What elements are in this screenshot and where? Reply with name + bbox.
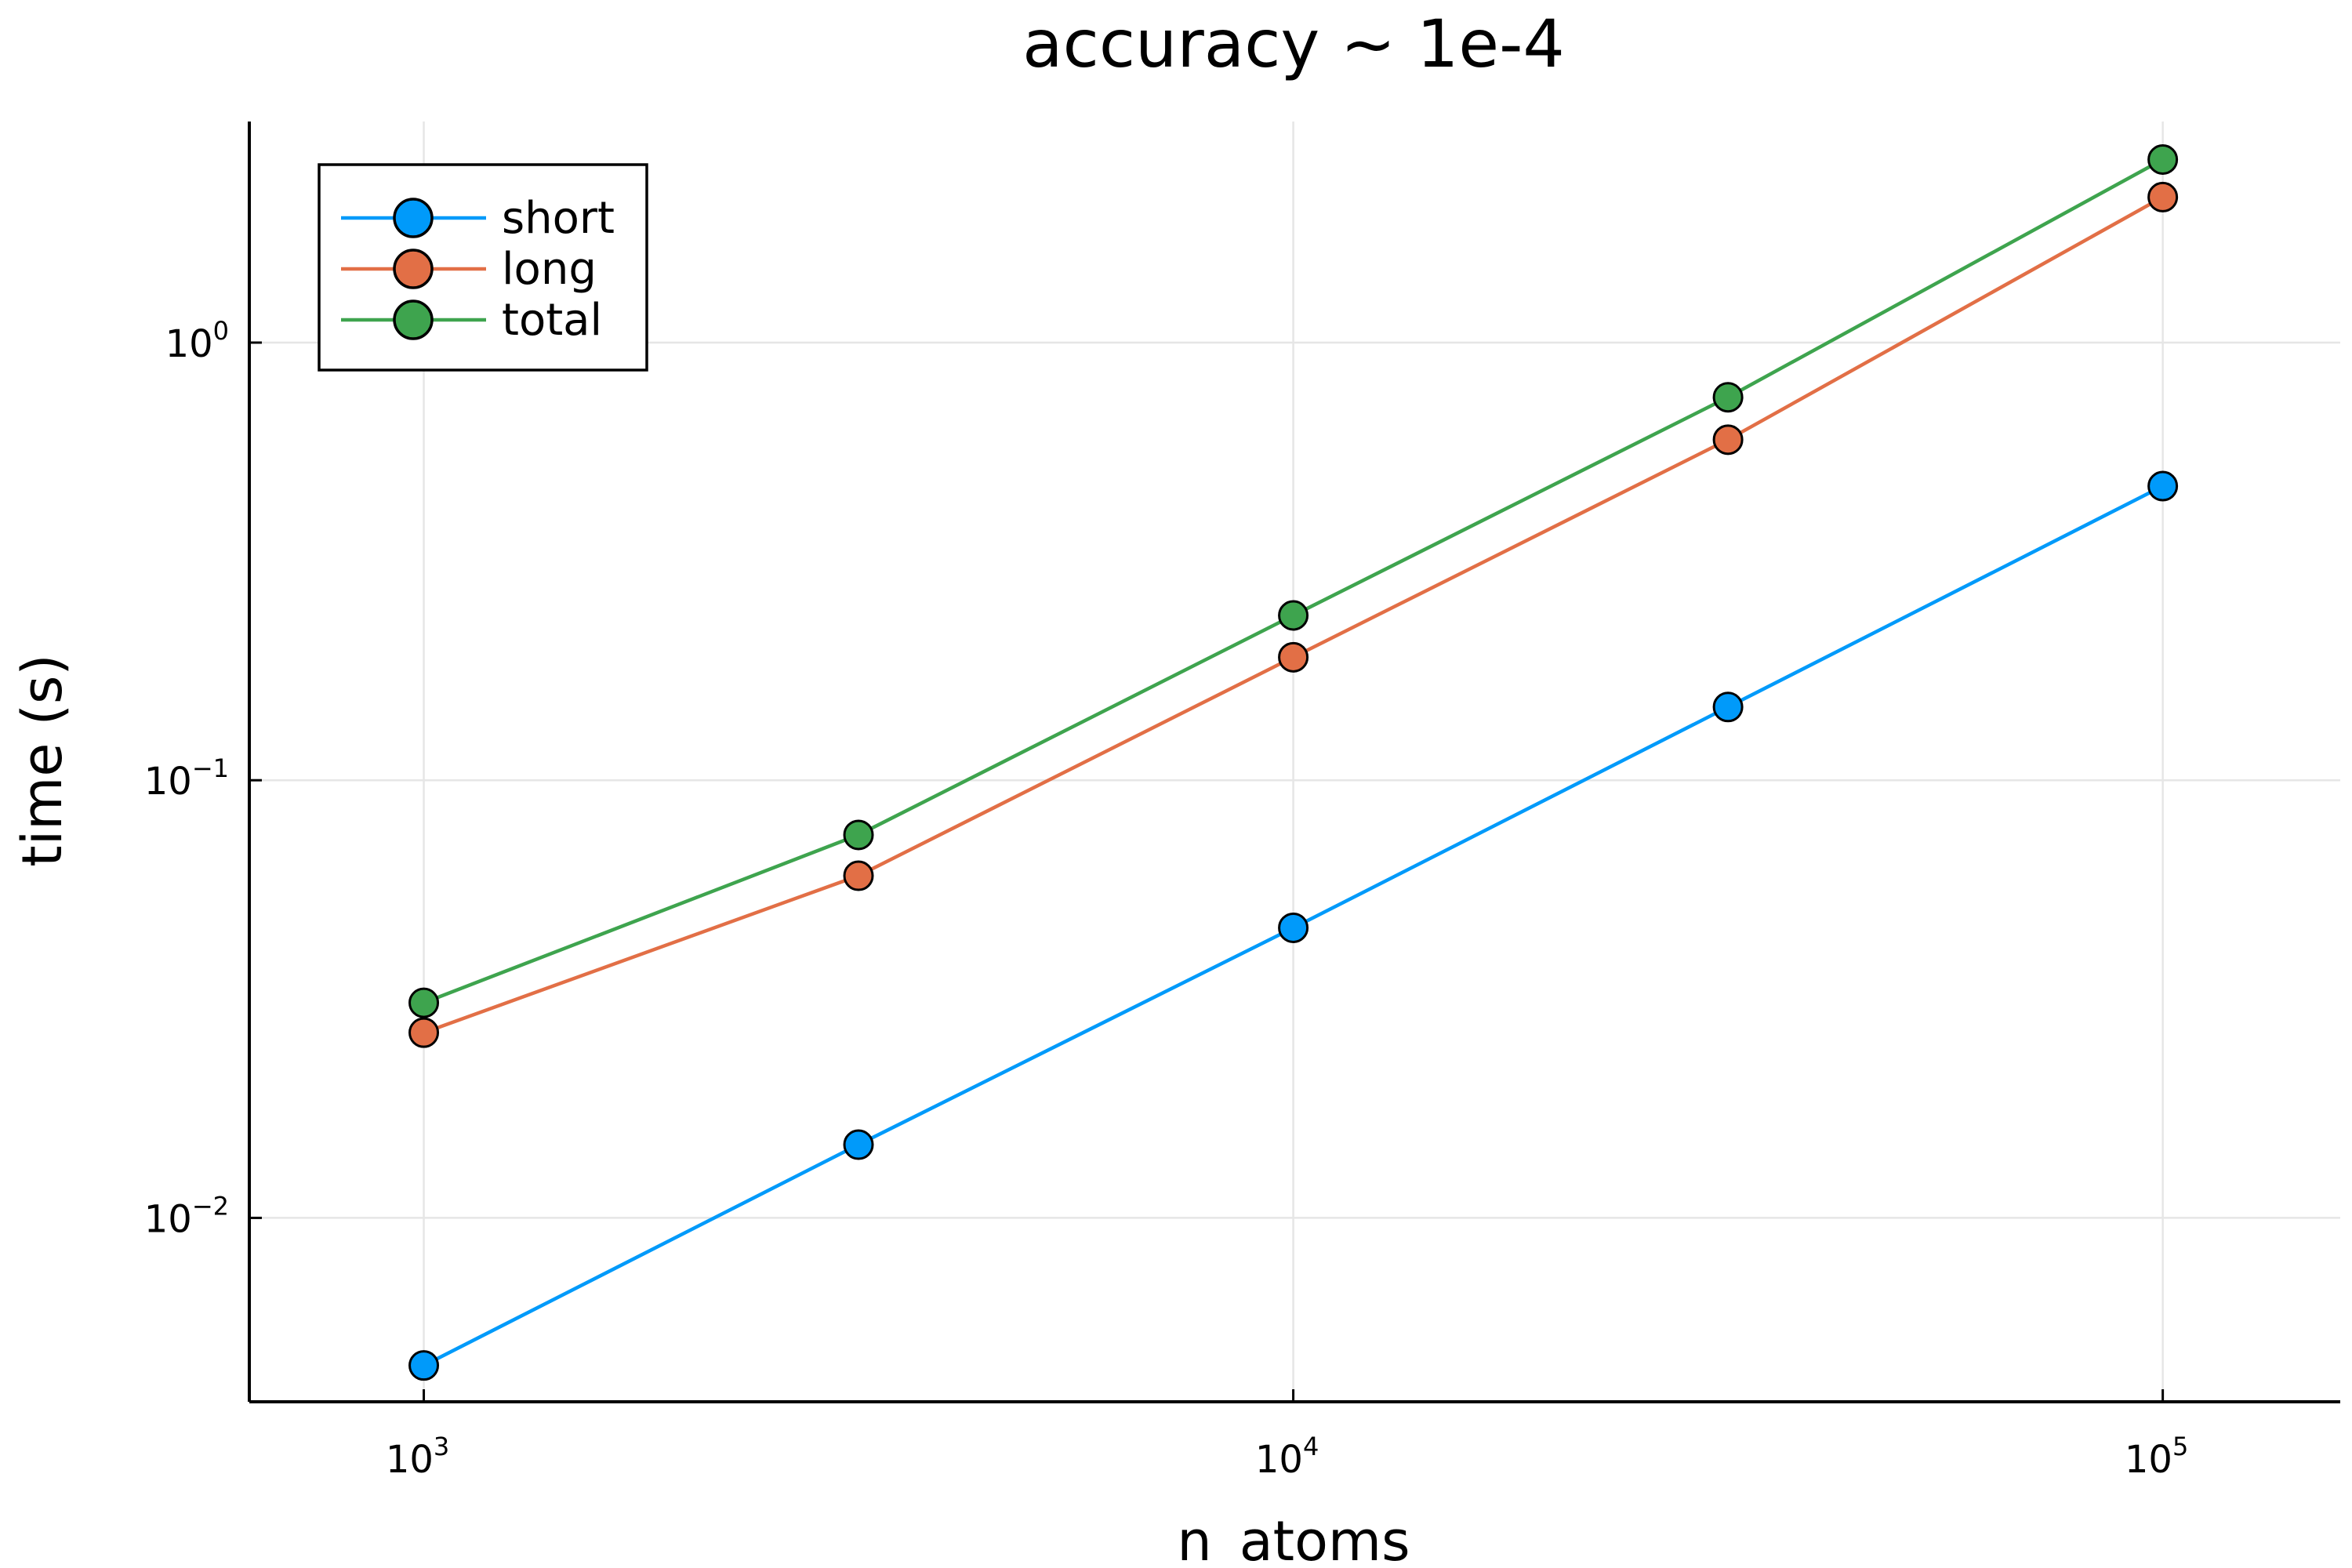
x-tick-label: 104 [1255, 1432, 1319, 1482]
series-short [408, 470, 2179, 1381]
legend-item-short: short [341, 193, 615, 244]
chart-title: accuracy ~ 1e-4 [1022, 5, 1565, 82]
legend-swatch-marker [393, 198, 434, 238]
series-total [408, 143, 2179, 1018]
legend-item-long: long [341, 244, 597, 295]
data-point-short [1278, 912, 1309, 943]
x-axis-title: n_atoms [1177, 1509, 1410, 1568]
data-point-long [2147, 181, 2179, 212]
data-point-long [1278, 641, 1309, 673]
legend-swatch-marker [393, 299, 434, 340]
legend-label: total [502, 295, 602, 346]
data-point-total [2147, 143, 2179, 175]
data-point-total [408, 987, 440, 1018]
legend-label: long [502, 244, 597, 295]
series-layer [408, 143, 2179, 1381]
x-tick-label: 105 [2125, 1432, 2188, 1482]
y-tick-label: 10−2 [144, 1191, 229, 1241]
data-point-short [1712, 691, 1744, 723]
data-point-total [1278, 600, 1309, 631]
y-axis-title: time (s) [10, 654, 74, 867]
data-point-short [2147, 470, 2179, 502]
data-point-long [408, 1017, 440, 1048]
data-point-total [1712, 382, 1744, 413]
y-axis-ticks: 10−2 10−1 100 [144, 316, 262, 1241]
data-point-short [843, 1129, 874, 1160]
y-tick-label: 10−1 [144, 753, 229, 804]
legend-label: short [502, 193, 615, 244]
series-long [408, 181, 2179, 1048]
legend-item-total: total [341, 295, 602, 346]
x-axis-ticks: 103 104 105 [386, 1389, 2188, 1482]
data-point-short [408, 1350, 440, 1381]
data-point-long [1712, 424, 1744, 456]
data-point-total [843, 819, 874, 851]
x-tick-label: 103 [386, 1432, 449, 1482]
y-tick-label: 100 [165, 316, 229, 366]
data-point-long [843, 860, 874, 891]
legend-swatch-marker [393, 249, 434, 289]
